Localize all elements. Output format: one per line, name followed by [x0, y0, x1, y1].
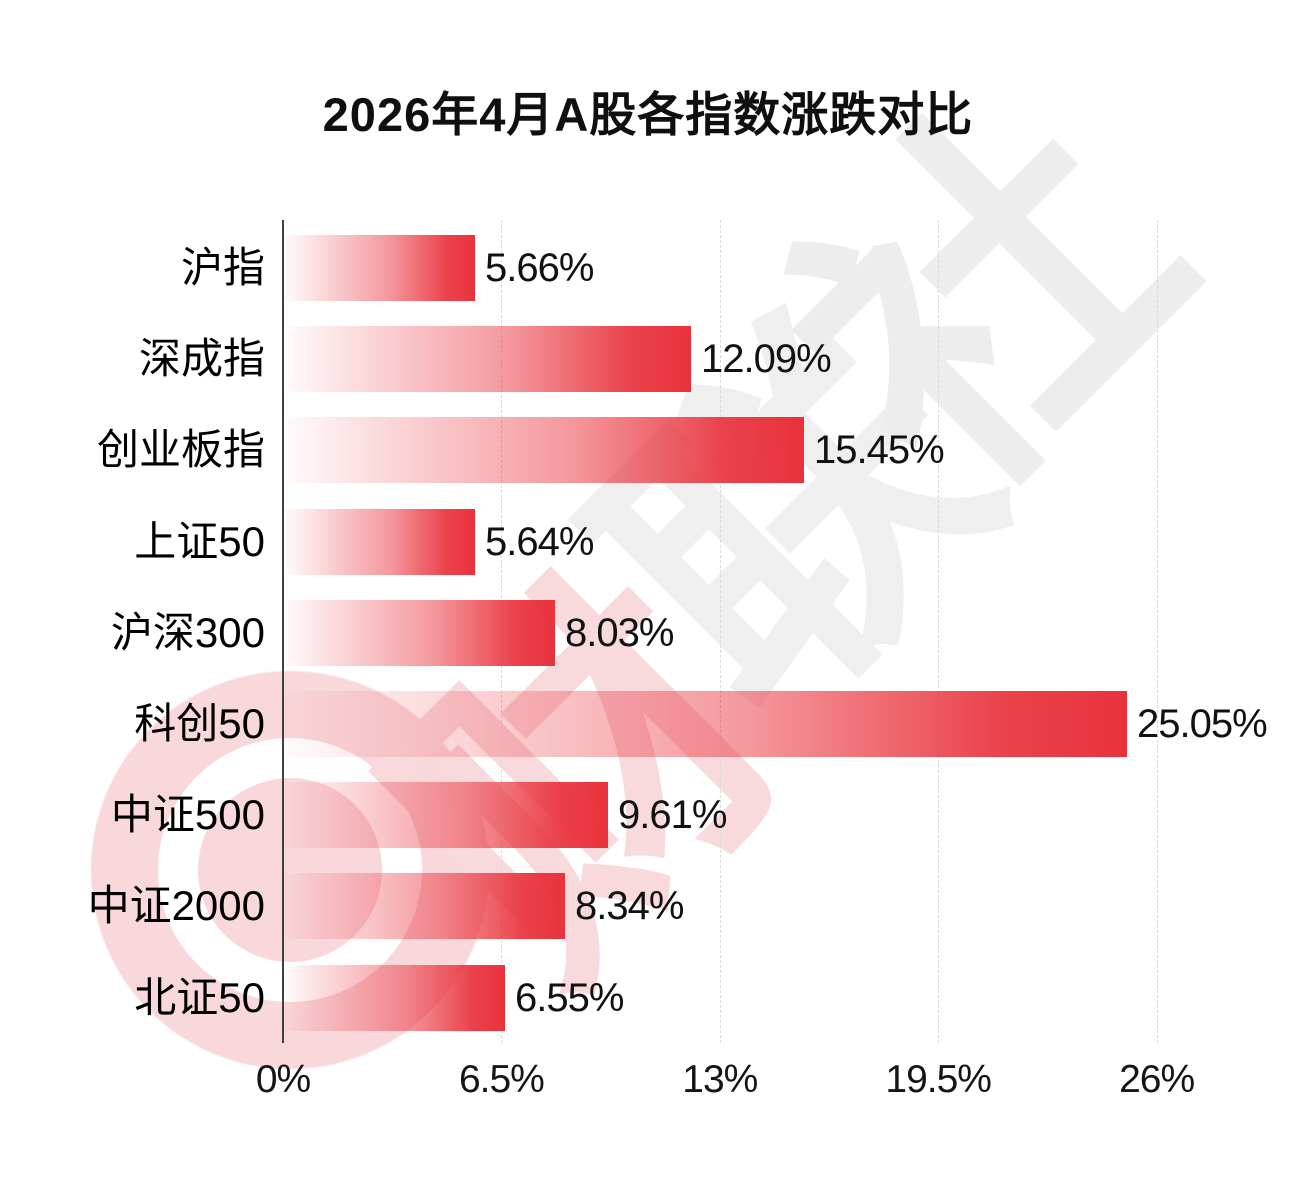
bar-value-label: 5.64% — [485, 520, 594, 564]
y-axis-line — [282, 220, 284, 1043]
bar-value-label: 8.34% — [575, 884, 684, 928]
x-tick-label: 26% — [1119, 1058, 1195, 1101]
x-tick-label: 0% — [255, 1058, 311, 1101]
bar — [285, 965, 505, 1031]
category-label: 上证50 — [134, 518, 265, 565]
chart-row: 深成指 12.09% — [0, 326, 1312, 392]
gridline — [719, 220, 721, 1043]
category-label: 中证2000 — [87, 882, 265, 929]
chart-row: 上证50 5.64% — [0, 509, 1312, 575]
bar — [285, 873, 565, 939]
gridline — [938, 220, 940, 1043]
category-label: 创业板指 — [96, 426, 265, 473]
bar — [285, 417, 804, 483]
category-label: 深成指 — [138, 335, 265, 382]
bar-value-label: 8.03% — [565, 611, 674, 655]
chart-title: 2026年4月A股各指数涨跌对比 — [322, 88, 974, 141]
chart-row: 创业板指 15.45% — [0, 417, 1312, 483]
x-tick-label: 6.5% — [458, 1058, 545, 1101]
x-tick-label: 13% — [682, 1058, 758, 1101]
bar-value-label: 6.55% — [515, 976, 624, 1020]
category-label: 科创50 — [134, 700, 265, 747]
chart-row: 科创50 25.05% — [0, 691, 1312, 757]
bar — [285, 326, 691, 392]
category-label: 沪指 — [180, 244, 265, 291]
gridline — [1156, 220, 1158, 1043]
chart-row: 北证50 6.55% — [0, 965, 1312, 1031]
category-label: 北证50 — [134, 974, 265, 1021]
x-tick-label: 19.5% — [885, 1058, 992, 1101]
bar-value-label: 15.45% — [814, 428, 945, 472]
chart-row: 中证500 9.61% — [0, 782, 1312, 848]
bar — [285, 691, 1127, 757]
bar-value-label: 12.09% — [701, 337, 832, 381]
bar-value-label: 5.66% — [485, 246, 594, 290]
bar-value-label: 9.61% — [618, 793, 727, 837]
category-label: 沪深300 — [110, 609, 265, 656]
bar — [285, 235, 475, 301]
bar-value-label: 25.05% — [1137, 702, 1268, 746]
chart-row: 中证2000 8.34% — [0, 873, 1312, 939]
chart-row: 沪深300 8.03% — [0, 600, 1312, 666]
bar — [285, 509, 475, 575]
bar — [285, 600, 555, 666]
chart-row: 沪指 5.66% — [0, 235, 1312, 301]
bar — [285, 782, 608, 848]
category-label: 中证500 — [110, 791, 265, 838]
